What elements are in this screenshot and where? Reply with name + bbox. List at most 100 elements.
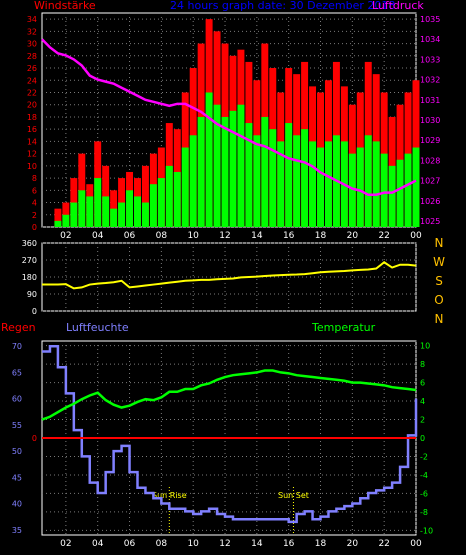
x-tick-label: 18 (315, 539, 327, 549)
humidity-x-ticks: 02 04 06 08 10 12 14 16 18 20 22 00 (60, 539, 422, 549)
wind-avg-bar (245, 123, 253, 227)
wind-tick-label: 2 (32, 211, 37, 220)
x-tick-label: 18 (315, 231, 327, 241)
wind-avg-bar (70, 202, 78, 227)
compass-label: W (433, 255, 445, 269)
temperature-tick-label: 2 (420, 416, 425, 425)
temperature-tick-label: 0 (420, 434, 425, 443)
pressure-tick-label: 1026 (420, 197, 440, 206)
x-tick-label: 00 (410, 539, 422, 549)
wind-tick-label: 32 (27, 27, 37, 36)
wind-axis-label: Windstärke (34, 0, 96, 12)
direction-tick-label: 180 (22, 273, 37, 282)
rain-tick-label: 0 (32, 434, 37, 443)
wind-avg-bar (205, 92, 213, 227)
pressure-tick-label: 1027 (420, 177, 440, 186)
wind-tick-label: 12 (27, 150, 37, 159)
temperature-tick-label: -2 (420, 452, 428, 461)
wind-avg-bar (86, 196, 94, 227)
wind-avg-bar (54, 220, 62, 227)
temperature-tick-label: 4 (420, 397, 425, 406)
temperature-tick-label: -10 (420, 526, 433, 535)
x-tick-label: 10 (187, 539, 199, 549)
wind-avg-bar (253, 135, 261, 227)
x-tick-label: 12 (219, 539, 230, 549)
temperature-tick-label: 10 (420, 342, 430, 351)
compass-label: O (434, 293, 443, 307)
wind-avg-bar (173, 171, 181, 227)
wind-avg-bar (404, 153, 412, 227)
wind-avg-bar (134, 196, 141, 227)
wind-avg-bar (293, 135, 301, 227)
wind-avg-bar (309, 141, 317, 227)
x-tick-label: 08 (156, 539, 168, 549)
wind-tick-label: 34 (27, 15, 37, 24)
x-tick-label: 22 (378, 231, 389, 241)
wind-x-ticks: 02 04 06 08 10 12 14 16 18 20 22 00 (60, 231, 422, 241)
direction-tick-label: 360 (22, 239, 37, 248)
humidity-tick-label: 65 (12, 368, 22, 377)
wind-avg-bar (237, 104, 245, 227)
wind-avg-bar (110, 208, 118, 227)
wind-avg-bar (269, 129, 277, 227)
x-tick-label: 06 (124, 539, 136, 549)
wind-gust-bar (141, 165, 149, 227)
pressure-axis-label: Luftdruck (372, 0, 424, 12)
chart-title: 24 hours graph date: 30 Dezember 2018 (170, 0, 395, 12)
humidity-tick-label: 55 (12, 421, 22, 430)
wind-avg-bar (149, 184, 157, 227)
x-tick-label: 06 (124, 231, 136, 241)
pressure-tick-label: 1031 (420, 96, 440, 105)
humidity-tick-label: 70 (12, 342, 22, 351)
humidity-tick-label: 50 (12, 447, 22, 456)
wind-avg-bar (348, 153, 356, 227)
wind-avg-bar (277, 141, 285, 227)
x-tick-label: 10 (187, 231, 199, 241)
wind-direction-line (42, 261, 417, 290)
direction-tick-label: 90 (27, 290, 37, 299)
x-tick-label: 02 (60, 539, 71, 549)
temperature-tick-label: 6 (420, 379, 425, 388)
wind-avg-series (54, 92, 420, 227)
wind-avg-bar (380, 153, 388, 227)
wind-tick-label: 4 (32, 199, 37, 208)
wind-tick-label: 8 (32, 174, 37, 183)
pressure-line (41, 38, 417, 196)
pressure-tick-label: 1035 (420, 15, 440, 24)
wind-avg-bar (141, 202, 149, 227)
pressure-tick-label: 1028 (420, 156, 440, 165)
wind-avg-bar (364, 135, 372, 227)
sun-marker-label: Sun Set (278, 491, 309, 500)
x-tick-label: 16 (283, 231, 295, 241)
wind-tick-label: 30 (27, 40, 37, 49)
direction-tick-label: 270 (22, 256, 37, 265)
wind-tick-label: 22 (27, 88, 37, 97)
wind-avg-bar (372, 141, 380, 227)
wind-avg-bar (181, 147, 189, 227)
wind-avg-bar (213, 104, 221, 227)
wind-tick-label: 14 (27, 137, 37, 146)
humidity-tick-label: 35 (12, 526, 22, 535)
x-tick-label: 14 (251, 539, 263, 549)
pressure-tick-label: 1025 (420, 217, 440, 226)
wind-avg-bar (165, 165, 173, 227)
wind-avg-bar (62, 214, 70, 227)
wind-tick-label: 10 (27, 162, 37, 171)
sun-markers: Sun Rise Sun Set (152, 487, 309, 535)
x-tick-label: 20 (347, 231, 359, 241)
x-tick-label: 16 (283, 539, 295, 549)
x-tick-label: 02 (60, 231, 71, 241)
x-tick-label: 20 (347, 539, 359, 549)
wind-tick-label: 28 (27, 52, 37, 61)
wind-direction-frame (41, 242, 417, 312)
wind-gust-bar (54, 208, 62, 227)
wind-direction-grid (42, 242, 417, 312)
wind-gust-bar (110, 190, 118, 227)
temperature-tick-label: -8 (420, 508, 428, 517)
wind-avg-bar (261, 116, 269, 227)
